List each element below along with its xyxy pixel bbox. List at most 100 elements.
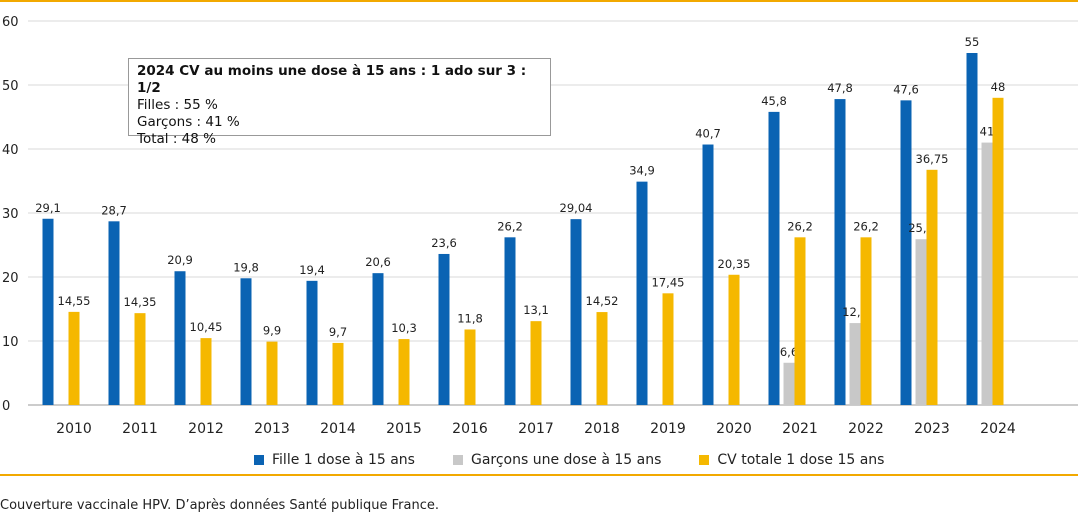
data-label: 19,4 bbox=[299, 263, 325, 277]
bar bbox=[438, 253, 450, 405]
bar bbox=[849, 323, 861, 405]
bar bbox=[306, 280, 318, 405]
data-label: 20,35 bbox=[718, 257, 751, 271]
annotation-box: 2024 CV au moins une dose à 15 ans : 1 a… bbox=[128, 58, 551, 147]
data-label: 17,45 bbox=[652, 275, 685, 289]
bar bbox=[596, 312, 608, 405]
data-label: 29,1 bbox=[35, 201, 61, 215]
x-tick-label: 2012 bbox=[188, 421, 224, 437]
legend-item-total: CV totale 1 dose 15 ans bbox=[699, 452, 884, 468]
bar bbox=[134, 313, 146, 405]
bar bbox=[981, 142, 993, 405]
data-label: 14,55 bbox=[58, 294, 91, 308]
legend-item-girls: Fille 1 dose à 15 ans bbox=[254, 452, 415, 468]
data-label: 29,04 bbox=[560, 201, 593, 215]
x-tick-label: 2018 bbox=[584, 421, 620, 437]
bar bbox=[174, 271, 186, 405]
data-label: 10,3 bbox=[391, 321, 417, 335]
bar bbox=[570, 219, 582, 405]
y-tick-label: 60 bbox=[2, 15, 19, 30]
y-tick-label: 40 bbox=[2, 143, 19, 158]
x-tick-label: 2011 bbox=[122, 421, 158, 437]
bar bbox=[530, 321, 542, 405]
bar bbox=[926, 169, 938, 405]
x-tick-label: 2024 bbox=[980, 421, 1016, 437]
data-label: 9,7 bbox=[329, 325, 347, 339]
data-label: 10,45 bbox=[190, 320, 223, 334]
y-tick-label: 10 bbox=[2, 335, 19, 350]
data-label: 45,8 bbox=[761, 94, 787, 108]
x-tick-label: 2013 bbox=[254, 421, 290, 437]
data-label: 19,8 bbox=[233, 260, 259, 274]
y-tick-label: 20 bbox=[2, 271, 19, 286]
x-tick-label: 2016 bbox=[452, 421, 488, 437]
y-tick-label: 0 bbox=[2, 399, 10, 414]
legend-label-total: CV totale 1 dose 15 ans bbox=[717, 452, 885, 468]
x-tick-label: 2015 bbox=[386, 421, 422, 437]
data-label: 9,9 bbox=[263, 324, 281, 338]
bar bbox=[783, 362, 795, 405]
data-label: 26,2 bbox=[787, 219, 813, 233]
data-label: 34,9 bbox=[629, 164, 655, 178]
bar bbox=[992, 97, 1004, 406]
data-label: 47,6 bbox=[893, 82, 919, 96]
data-label: 26,2 bbox=[853, 219, 879, 233]
legend: Fille 1 dose à 15 ans Garçons une dose à… bbox=[254, 452, 884, 468]
legend-label-boys: Garçons une dose à 15 ans bbox=[470, 452, 662, 468]
legend-swatch-total bbox=[699, 455, 710, 465]
bar bbox=[636, 181, 648, 405]
chart-caption: Couverture vaccinale HPV. D’après donnée… bbox=[0, 498, 439, 513]
bar bbox=[266, 341, 278, 405]
bar bbox=[702, 144, 714, 405]
x-tick-label: 2020 bbox=[716, 421, 752, 437]
data-label: 48 bbox=[991, 80, 1006, 94]
x-tick-label: 2023 bbox=[914, 421, 950, 437]
bar bbox=[728, 274, 740, 405]
bar bbox=[240, 278, 252, 405]
legend-swatch-girls bbox=[254, 455, 264, 465]
bar bbox=[398, 339, 410, 405]
data-label: 23,6 bbox=[431, 236, 457, 250]
bar bbox=[794, 237, 806, 405]
x-tick-label: 2022 bbox=[848, 421, 884, 437]
bottom-rule bbox=[0, 474, 1078, 476]
data-label: 41 bbox=[980, 125, 995, 139]
data-label: 47,8 bbox=[827, 81, 853, 95]
bar bbox=[68, 311, 80, 405]
annotation-title: 2024 CV au moins une dose à 15 ans : 1 a… bbox=[137, 63, 527, 96]
x-tick-label: 2019 bbox=[650, 421, 686, 437]
x-tick-label: 2014 bbox=[320, 421, 356, 437]
annotation-line-boys: Garçons : 41 % bbox=[137, 114, 240, 130]
legend-item-boys: Garçons une dose à 15 ans bbox=[452, 452, 662, 468]
x-tick-label: 2017 bbox=[518, 421, 554, 437]
data-label: 11,8 bbox=[457, 311, 483, 325]
data-label: 6,6 bbox=[780, 345, 798, 359]
data-label: 55 bbox=[965, 35, 980, 49]
data-label: 28,7 bbox=[101, 203, 127, 217]
bar bbox=[372, 273, 384, 405]
bar bbox=[200, 338, 212, 405]
bar bbox=[834, 99, 846, 405]
annotation-line-total: Total : 48 % bbox=[137, 131, 216, 147]
bar bbox=[504, 237, 516, 405]
y-tick-label: 30 bbox=[2, 207, 19, 222]
data-label: 13,1 bbox=[523, 303, 549, 317]
bar bbox=[915, 239, 927, 405]
data-label: 36,75 bbox=[916, 152, 949, 166]
bar bbox=[900, 100, 912, 406]
data-label: 14,52 bbox=[586, 294, 619, 308]
bar bbox=[42, 218, 54, 405]
annotation-line-girls: Filles : 55 % bbox=[137, 97, 218, 113]
data-label: 40,7 bbox=[695, 127, 721, 141]
data-label: 14,35 bbox=[124, 295, 157, 309]
bar bbox=[966, 53, 978, 405]
bar bbox=[108, 221, 120, 405]
legend-swatch-boys bbox=[452, 455, 463, 465]
top-rule bbox=[0, 0, 1078, 2]
data-label: 20,9 bbox=[167, 253, 193, 267]
x-tick-label: 2010 bbox=[56, 421, 92, 437]
bar bbox=[332, 342, 344, 405]
legend-label-girls: Fille 1 dose à 15 ans bbox=[272, 452, 415, 468]
bar bbox=[860, 237, 872, 405]
